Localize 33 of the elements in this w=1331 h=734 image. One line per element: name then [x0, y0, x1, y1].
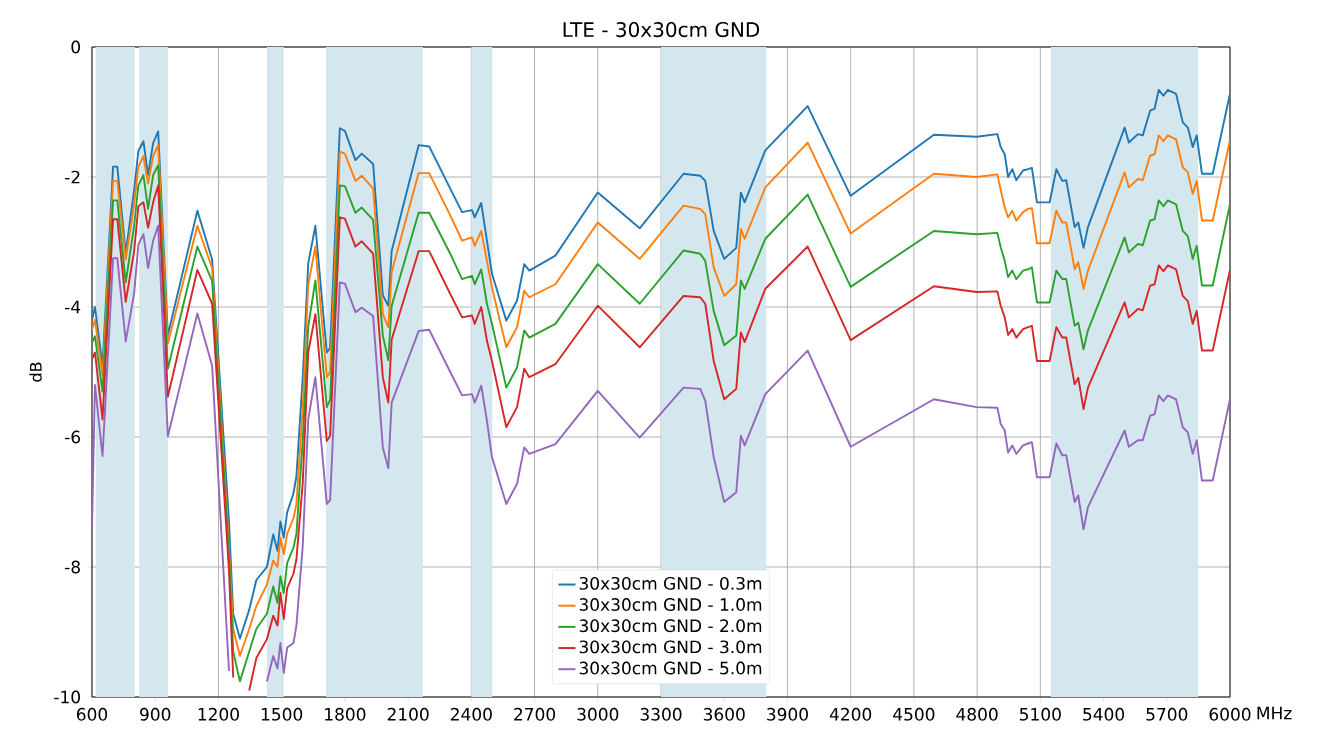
x-tick-label: 5700 [1146, 707, 1188, 721]
chart-title: LTE - 30x30cm GND [563, 22, 760, 38]
y-tick-label: 0 [71, 40, 81, 54]
x-tick-label: 5400 [1083, 707, 1125, 721]
x-tick-label: 4200 [829, 707, 872, 721]
y-axis-title: dB [29, 362, 42, 382]
x-tick-label: 2100 [387, 707, 429, 721]
x-tick-label: 3900 [767, 707, 808, 721]
x-tick-label: 2700 [514, 707, 556, 721]
legend-label: 30x30cm GND - 3.0m [579, 640, 762, 654]
x-tick-label: 1200 [198, 707, 239, 721]
legend-label: 30x30cm GND - 2.0m [579, 619, 762, 633]
x-axis-title: MHz [1257, 706, 1292, 720]
x-tick-label: 3600 [703, 707, 745, 721]
x-tick-label: 4500 [893, 707, 935, 721]
x-tick-label: 1500 [261, 707, 303, 721]
y-tick-label: -8 [65, 560, 80, 574]
x-tick-label: 6000 [1209, 707, 1251, 721]
x-tick-label: 900 [140, 707, 171, 721]
x-tick-label: 5100 [1020, 707, 1061, 721]
x-tick-label: 2400 [450, 707, 492, 721]
y-tick-label: -4 [65, 300, 81, 314]
y-tick-label: -10 [54, 690, 81, 704]
y-tick-label: -2 [65, 170, 80, 184]
legend-label: 30x30cm GND - 5.0m [579, 661, 762, 675]
x-tick-label: 3300 [640, 707, 682, 721]
x-tick-label: 1800 [325, 707, 366, 721]
x-tick-label: 600 [76, 707, 108, 721]
x-tick-label: 4800 [956, 707, 998, 721]
legend-label: 30x30cm GND - 1.0m [579, 598, 762, 611]
x-tick-label: 3000 [577, 707, 619, 721]
legend-label: 30x30cm GND - 0.3m [579, 576, 762, 590]
y-tick-label: -6 [65, 430, 81, 444]
